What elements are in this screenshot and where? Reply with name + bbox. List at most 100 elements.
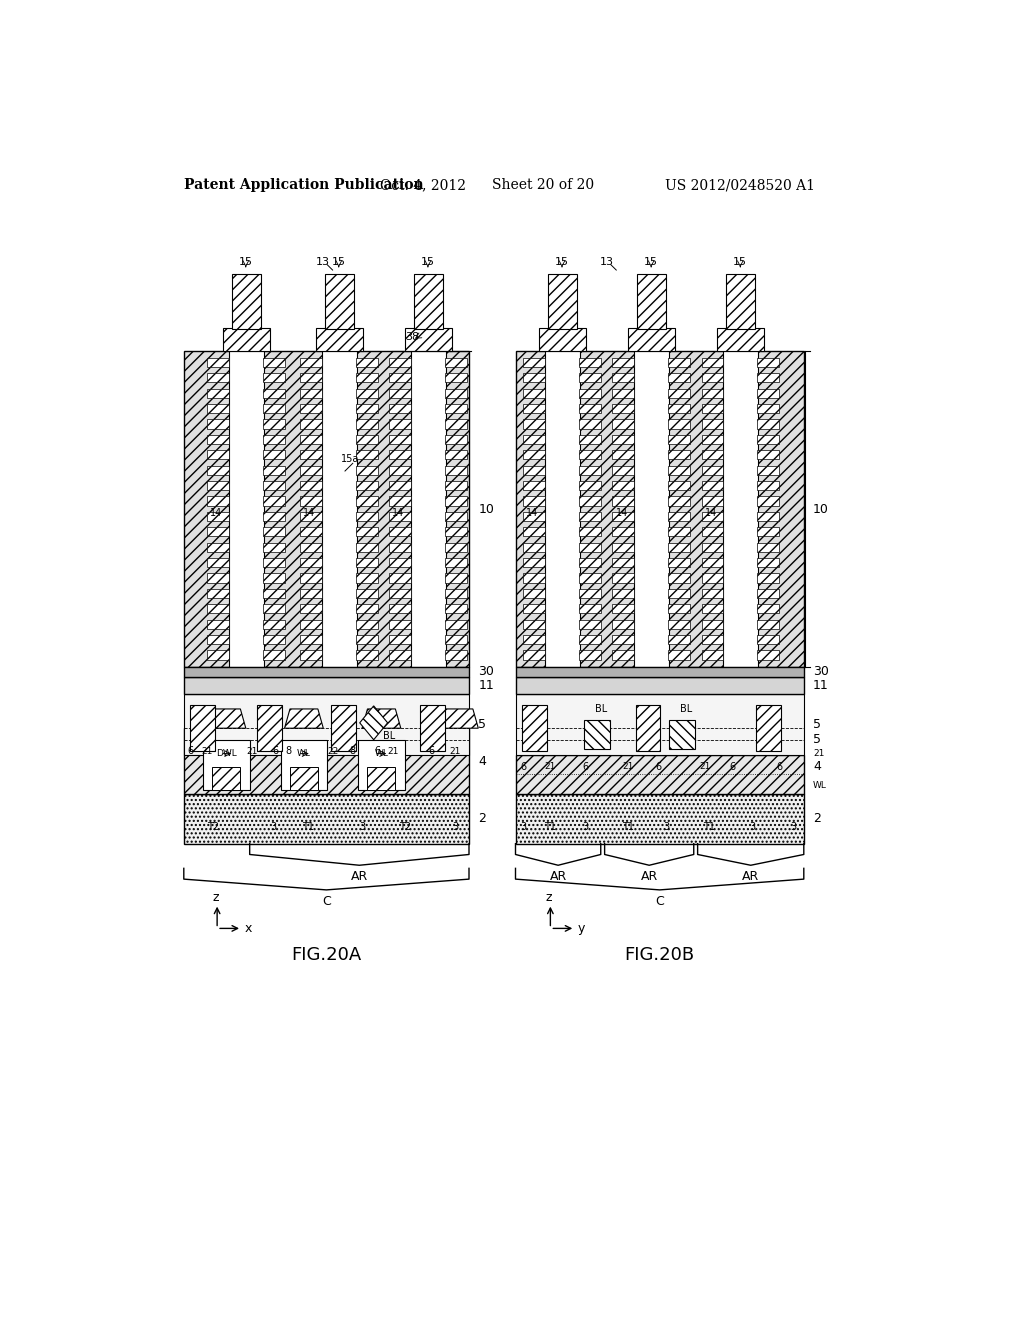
Bar (222, 327, 270, 351)
Text: 5: 5 (813, 718, 821, 731)
Bar (701, 651, 723, 660)
Bar (207, 496, 228, 506)
Bar (257, 705, 283, 751)
Text: 21: 21 (699, 762, 711, 771)
Bar (758, 420, 779, 429)
Bar (701, 573, 723, 582)
Bar (669, 466, 690, 475)
Bar (579, 466, 601, 475)
Bar (758, 619, 779, 628)
Text: 6: 6 (429, 746, 435, 756)
Bar (579, 619, 601, 628)
Bar (207, 605, 228, 614)
Bar (669, 512, 690, 521)
Bar (523, 651, 545, 660)
Bar (445, 589, 467, 598)
Text: 3: 3 (520, 822, 526, 832)
Text: z: z (212, 891, 219, 904)
Bar (523, 543, 545, 552)
Text: 22: 22 (327, 747, 338, 756)
Bar (203, 739, 250, 789)
Bar (628, 327, 675, 351)
Bar (545, 351, 580, 668)
Text: 4: 4 (478, 755, 486, 768)
Bar (263, 388, 285, 397)
Bar (207, 527, 228, 536)
Bar (389, 496, 411, 506)
Bar (579, 358, 601, 367)
Bar (389, 558, 411, 568)
Bar (263, 480, 285, 490)
Bar (523, 527, 545, 536)
Bar (701, 358, 723, 367)
Bar (523, 605, 545, 614)
Bar (183, 668, 469, 677)
Bar (758, 543, 779, 552)
Bar (612, 480, 634, 490)
Bar (389, 358, 411, 367)
Bar (579, 527, 601, 536)
Bar (579, 512, 601, 521)
Bar (263, 434, 285, 444)
Bar (207, 512, 228, 521)
Bar (183, 793, 469, 843)
Bar (389, 619, 411, 628)
Bar (758, 466, 779, 475)
Bar (669, 543, 690, 552)
Bar (515, 693, 804, 755)
Bar (701, 404, 723, 413)
Text: FIG.20B: FIG.20B (625, 946, 694, 965)
Bar (445, 374, 467, 383)
Text: 8: 8 (286, 746, 292, 756)
Bar (523, 358, 545, 367)
Bar (207, 558, 228, 568)
Bar (263, 450, 285, 459)
Bar (579, 434, 601, 444)
Bar (717, 327, 764, 351)
Bar (612, 420, 634, 429)
Bar (331, 705, 356, 751)
Bar (523, 573, 545, 582)
Bar (263, 543, 285, 552)
Bar (701, 420, 723, 429)
Text: WL: WL (297, 750, 311, 758)
Bar (356, 434, 378, 444)
Bar (579, 404, 601, 413)
Bar (389, 388, 411, 397)
Bar (356, 605, 378, 614)
Bar (445, 434, 467, 444)
Bar (263, 466, 285, 475)
Bar (523, 450, 545, 459)
Bar (300, 358, 322, 367)
Bar (183, 677, 469, 693)
Text: 13: 13 (316, 257, 331, 268)
Bar (669, 651, 690, 660)
Bar (701, 605, 723, 614)
Text: 10: 10 (478, 503, 495, 516)
Bar (612, 358, 634, 367)
Bar (389, 374, 411, 383)
Bar (636, 705, 660, 751)
Bar (263, 651, 285, 660)
Text: 15a: 15a (341, 454, 359, 465)
Bar (758, 651, 779, 660)
Text: 15: 15 (332, 257, 346, 268)
Text: C: C (655, 895, 664, 908)
Bar (207, 358, 228, 367)
Bar (612, 589, 634, 598)
Bar (445, 388, 467, 397)
Bar (315, 327, 362, 351)
Text: 21: 21 (387, 747, 398, 756)
Text: 2: 2 (813, 812, 821, 825)
Bar (701, 496, 723, 506)
Bar (389, 589, 411, 598)
Text: T2: T2 (398, 822, 411, 832)
Text: C: C (322, 895, 331, 908)
Text: 4: 4 (813, 760, 821, 774)
Bar (669, 573, 690, 582)
Bar (758, 512, 779, 521)
Bar (445, 466, 467, 475)
Bar (523, 512, 545, 521)
Text: 14: 14 (526, 508, 539, 519)
Bar (263, 573, 285, 582)
